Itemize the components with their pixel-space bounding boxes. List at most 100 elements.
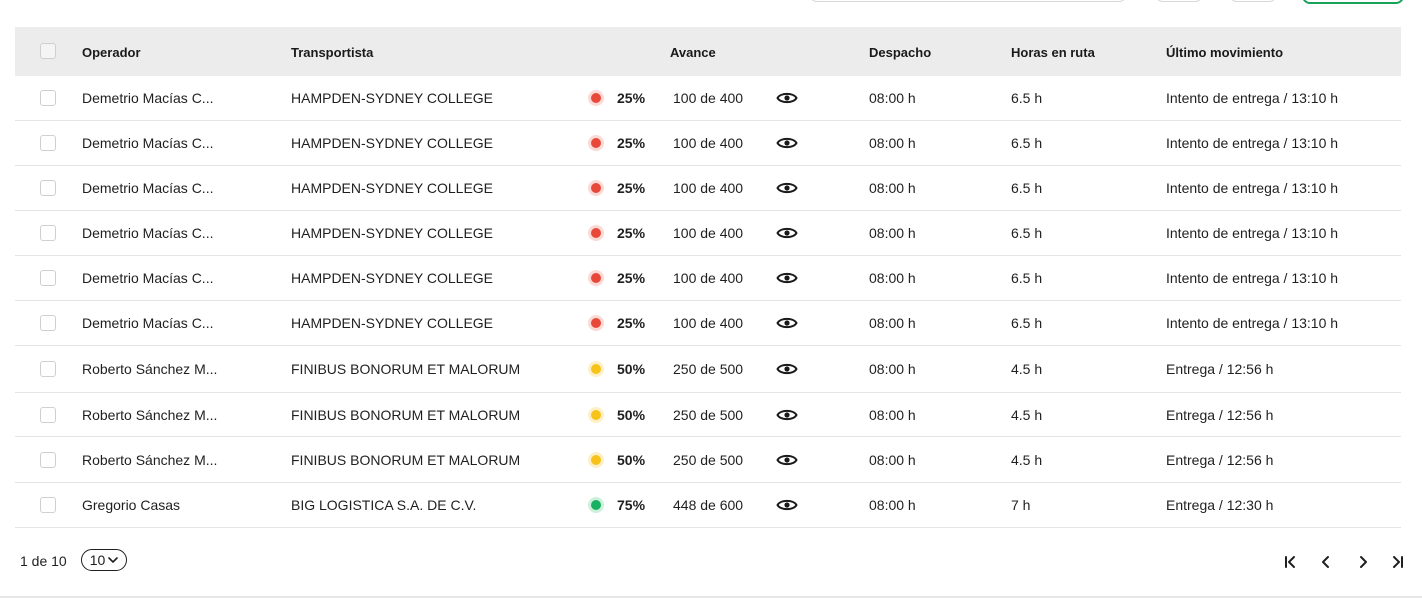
status-dot-red — [591, 273, 601, 283]
status-dot-yellow — [591, 409, 601, 420]
eye-icon — [776, 409, 798, 420]
eye-icon — [776, 272, 798, 284]
status-dot-red — [591, 183, 601, 193]
dispatch-cell: 08:00 h — [869, 451, 916, 468]
toolbar-button-2[interactable] — [1229, 0, 1277, 2]
progress-percent: 25% — [617, 180, 646, 196]
last-move-cell: Intento de entrega / 13:10 h — [1166, 135, 1339, 151]
dispatch-cell: 08:00 h — [869, 406, 916, 423]
last-move-cell: Entrega / 12:30 h — [1166, 497, 1274, 513]
carrier-cell: HAMPDEN-SYDNEY COLLEGE — [291, 270, 494, 286]
operator-cell: Demetrio Macías C... — [82, 135, 214, 151]
view-details-button[interactable] — [776, 76, 798, 120]
row-checkbox[interactable] — [40, 315, 56, 331]
carrier-cell: FINIBUS BONORUM ET MALORUM — [291, 361, 521, 377]
table-row[interactable]: Roberto Sánchez M... FINIBUS BONORUM ET M… — [15, 437, 1401, 483]
row-checkbox[interactable] — [40, 451, 56, 468]
status-dot — [591, 211, 601, 255]
toolbar-button-1[interactable] — [1155, 0, 1203, 2]
table-body: Demetrio Macías C... HAMPDEN-SYDNEY COLLE… — [15, 76, 1401, 528]
chevron-down-icon — [108, 557, 119, 563]
last-move-cell: Entrega / 12:56 h — [1166, 406, 1274, 423]
carrier-cell: HAMPDEN-SYDNEY COLLEGE — [291, 225, 494, 241]
row-checkbox[interactable] — [40, 225, 56, 241]
dispatch-cell: 08:00 h — [869, 180, 916, 196]
col-header-carrier[interactable]: Transportista — [291, 45, 374, 60]
progress-count: 100 de 400 — [673, 315, 744, 331]
last-page-icon[interactable] — [1388, 552, 1408, 572]
status-dot-yellow — [591, 454, 601, 465]
first-page-icon[interactable] — [1280, 552, 1300, 572]
row-checkbox[interactable] — [40, 270, 56, 286]
status-dot-yellow — [591, 364, 601, 374]
progress-percent: 50% — [617, 361, 646, 377]
status-dot — [591, 483, 601, 527]
dispatch-cell: 08:00 h — [869, 497, 916, 513]
select-all-checkbox[interactable] — [40, 43, 56, 59]
view-details-button[interactable] — [776, 121, 798, 165]
table-row[interactable]: Demetrio Macías C... HAMPDEN-SYDNEY COLLE… — [15, 211, 1401, 256]
hours-cell: 6.5 h — [1011, 225, 1043, 241]
carrier-cell: HAMPDEN-SYDNEY COLLEGE — [291, 180, 494, 196]
table-row[interactable]: Demetrio Macías C... HAMPDEN-SYDNEY COLLE… — [15, 256, 1401, 301]
view-details-button[interactable] — [776, 166, 798, 210]
eye-icon — [776, 454, 798, 465]
view-details-button[interactable] — [776, 256, 798, 300]
shipments-table: Operador Transportista Avance Despacho H… — [15, 27, 1401, 528]
row-checkbox[interactable] — [40, 406, 56, 423]
view-details-button[interactable] — [776, 346, 798, 392]
status-dot — [591, 121, 601, 165]
view-details-button[interactable] — [776, 393, 798, 436]
operator-cell: Roberto Sánchez M... — [82, 451, 218, 468]
table-header: Operador Transportista Avance Despacho H… — [15, 27, 1401, 76]
dispatch-cell: 08:00 h — [869, 315, 916, 331]
eye-icon — [776, 227, 798, 239]
table-row[interactable]: Demetrio Macías C... HAMPDEN-SYDNEY COLLE… — [15, 301, 1401, 346]
last-move-cell: Entrega / 12:56 h — [1166, 451, 1274, 468]
last-move-cell: Intento de entrega / 13:10 h — [1166, 315, 1339, 331]
hours-cell: 6.5 h — [1011, 270, 1043, 286]
row-checkbox[interactable] — [40, 90, 56, 106]
col-header-dispatch[interactable]: Despacho — [869, 45, 932, 60]
carrier-cell: HAMPDEN-SYDNEY COLLEGE — [291, 135, 494, 151]
eye-icon — [776, 137, 798, 149]
col-header-hours[interactable]: Horas en ruta — [1011, 45, 1095, 60]
row-checkbox[interactable] — [40, 361, 56, 377]
col-header-progress[interactable]: Avance — [670, 45, 716, 60]
view-details-button[interactable] — [776, 437, 798, 482]
operator-cell: Roberto Sánchez M... — [82, 406, 218, 423]
page-size-value: 10 — [89, 552, 106, 568]
status-dot — [591, 166, 601, 210]
progress-count: 100 de 400 — [673, 90, 744, 106]
table-row[interactable]: Gregorio Casas BIG LOGISTICA S.A. DE C.V.… — [15, 483, 1401, 528]
dispatch-cell: 08:00 h — [869, 361, 916, 377]
progress-percent: 25% — [617, 315, 646, 331]
status-dot — [591, 76, 601, 120]
hours-cell: 4.5 h — [1011, 361, 1043, 377]
table-row[interactable]: Roberto Sánchez M... FINIBUS BONORUM ET M… — [15, 346, 1401, 393]
operator-cell: Demetrio Macías C... — [82, 225, 214, 241]
view-details-button[interactable] — [776, 483, 798, 527]
status-dot-red — [591, 93, 601, 103]
col-header-operator[interactable]: Operador — [82, 45, 141, 60]
pagination-bar: 1 de 10 10 — [0, 547, 1422, 577]
row-checkbox[interactable] — [40, 135, 56, 151]
row-checkbox[interactable] — [40, 497, 56, 513]
hours-cell: 6.5 h — [1011, 135, 1043, 151]
page-size-select[interactable]: 10 — [81, 549, 127, 571]
view-details-button[interactable] — [776, 301, 798, 345]
primary-action-button[interactable] — [1302, 0, 1404, 4]
search-input[interactable] — [809, 0, 1127, 2]
status-dot — [591, 256, 601, 300]
col-header-last-move[interactable]: Último movimiento — [1166, 45, 1284, 60]
last-move-cell: Intento de entrega / 13:10 h — [1166, 225, 1339, 241]
progress-percent: 50% — [617, 406, 646, 423]
table-row[interactable]: Demetrio Macías C... HAMPDEN-SYDNEY COLLE… — [15, 121, 1401, 166]
next-page-icon[interactable] — [1353, 552, 1373, 572]
row-checkbox[interactable] — [40, 180, 56, 196]
table-row[interactable]: Demetrio Macías C... HAMPDEN-SYDNEY COLLE… — [15, 166, 1401, 211]
prev-page-icon[interactable] — [1316, 552, 1336, 572]
view-details-button[interactable] — [776, 211, 798, 255]
table-row[interactable]: Roberto Sánchez M... FINIBUS BONORUM ET M… — [15, 393, 1401, 437]
table-row[interactable]: Demetrio Macías C... HAMPDEN-SYDNEY COLLE… — [15, 76, 1401, 121]
